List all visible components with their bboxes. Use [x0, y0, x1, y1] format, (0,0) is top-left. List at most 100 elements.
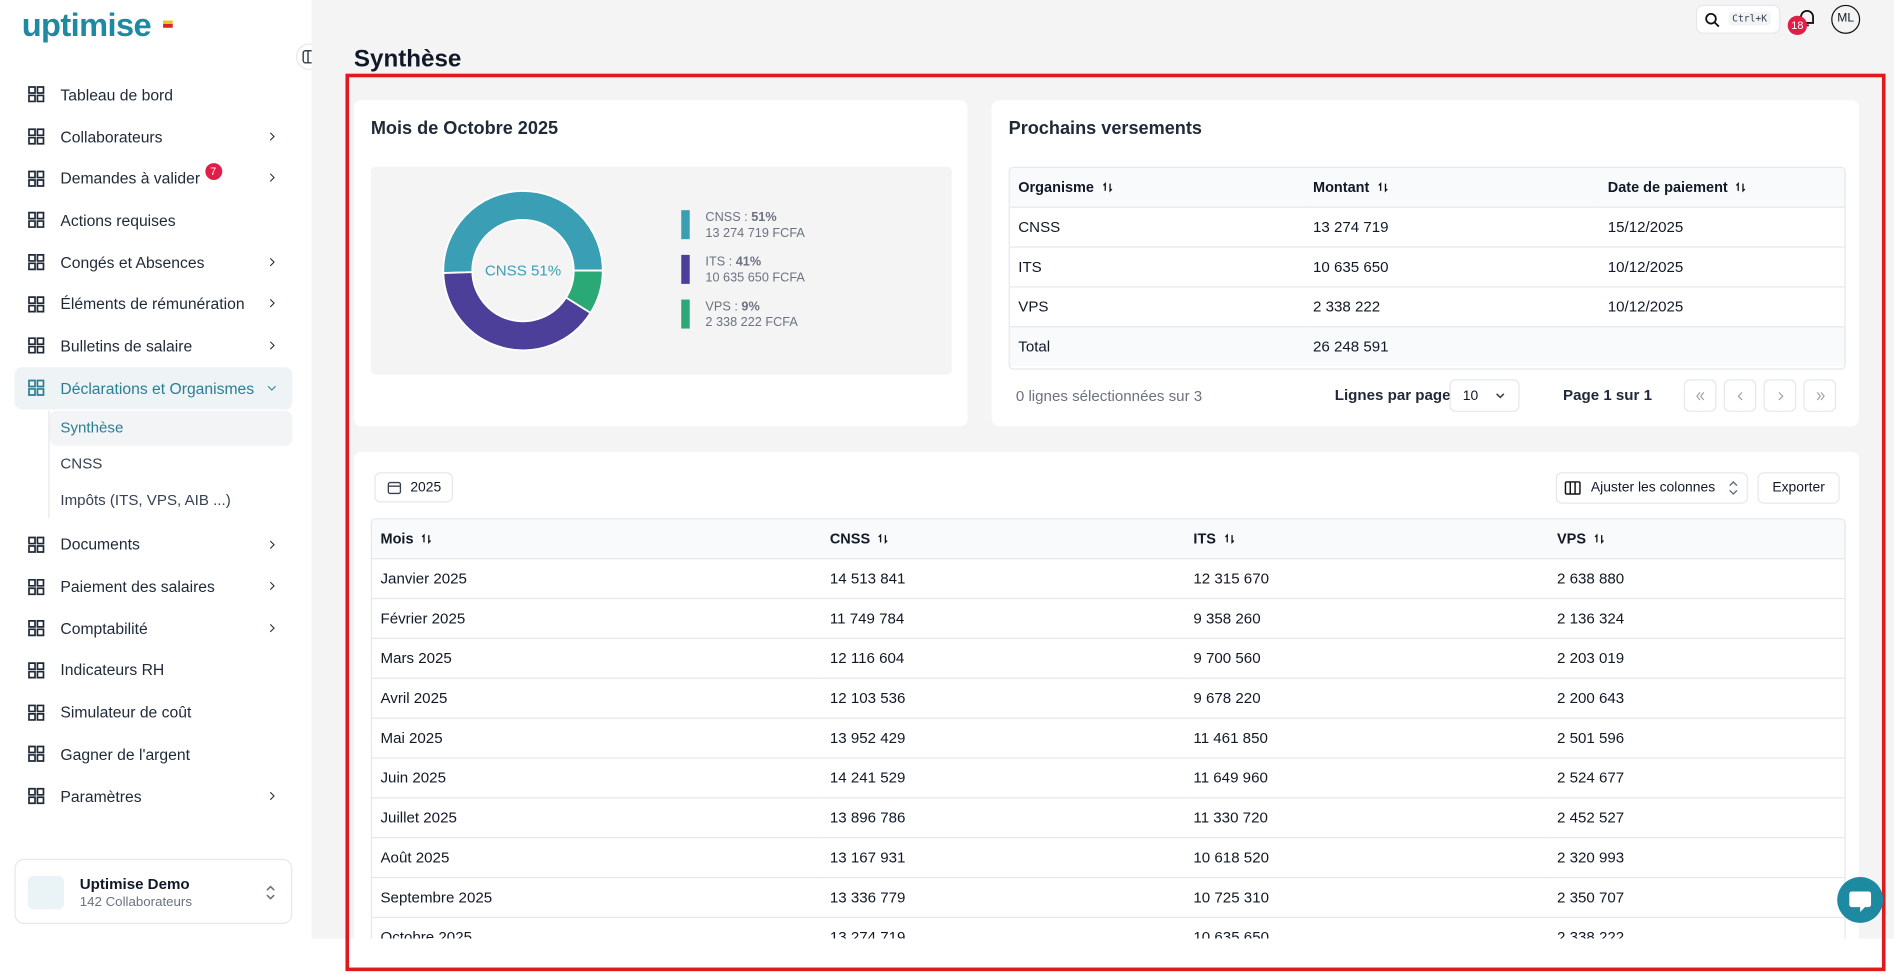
column-header: VPS	[1548, 519, 1845, 559]
org-logo	[27, 875, 65, 910]
table-cell: 2 320 993	[1548, 837, 1845, 878]
payments-card: Prochains versements Organisme Montant Dat…	[991, 100, 1859, 427]
nav-child[interactable]: CNSS	[60, 455, 103, 473]
nav-item[interactable]: Simulateur de coût	[14, 691, 292, 733]
nav-item[interactable]: Éléments de rémunération	[14, 283, 292, 325]
avatar[interactable]: ML	[1831, 4, 1861, 34]
table-cell: 10 618 520	[1184, 837, 1549, 878]
pager-button[interactable]	[1763, 379, 1797, 412]
table-row: Août 2025 13 167 931 10 618 520 2 320 993	[372, 837, 1845, 878]
table-row: Mai 2025 13 952 429 11 461 850 2 501 596	[372, 717, 1845, 758]
sort-icon[interactable]	[1593, 533, 1605, 545]
icon-path	[28, 212, 45, 229]
sort-path	[1377, 181, 1388, 193]
table-cell: Février 2025	[372, 597, 822, 639]
legend-swatch	[681, 299, 690, 329]
sort-icon[interactable]	[1223, 533, 1235, 545]
nav-item[interactable]: Documents	[14, 524, 292, 566]
rows-per-page-select[interactable]: 10	[1449, 379, 1520, 412]
card-title: Prochains versements	[1008, 118, 1202, 139]
legend-item: CNSS : 51% 13 274 719 FCFA	[681, 210, 923, 241]
icon-path	[28, 578, 45, 595]
nav-item[interactable]: Déclarations et Organismes	[14, 366, 293, 409]
rows-per-page-label: Lignes par page	[1334, 386, 1451, 404]
table-cell: 10 725 310	[1184, 876, 1549, 918]
sort-icon[interactable]	[877, 533, 889, 545]
table-cell: Avril 2025	[372, 677, 822, 719]
export-button[interactable]: Exporter	[1757, 472, 1840, 504]
nav-badge: 7	[204, 162, 222, 180]
table-row: ITS 10 635 650 10/12/2025	[1009, 246, 1845, 287]
nav-item[interactable]: Actions requises	[14, 199, 292, 241]
column-header: Organisme	[1009, 167, 1305, 208]
nav-label: Tableau de bord	[60, 85, 174, 104]
nav-item[interactable]: Tableau de bord	[14, 74, 292, 116]
nav-label: Éléments de rémunération	[60, 295, 245, 314]
nav-item[interactable]: Paramètres	[14, 775, 292, 817]
nav-item[interactable]: Collaborateurs	[14, 116, 292, 158]
adjust-columns-button[interactable]: Ajuster les colonnes	[1555, 472, 1748, 504]
pager-button[interactable]	[1723, 379, 1757, 412]
table-cell: 2 350 707	[1548, 876, 1845, 918]
sort-icon[interactable]	[1735, 181, 1747, 193]
chat-button[interactable]	[1837, 876, 1884, 923]
monthly-table: Mois CNSS ITS VPS Janvier 2025 14 513 841 12 3…	[372, 519, 1845, 939]
sort-path	[1224, 533, 1234, 544]
donut-segment	[442, 190, 604, 274]
header-row: Mois CNSS ITS VPS	[372, 519, 1845, 559]
nav-label: Comptabilité	[60, 619, 148, 638]
icon-path	[28, 128, 45, 145]
legend-percent: 9%	[741, 299, 760, 315]
pager-button[interactable]	[1803, 379, 1837, 412]
legend-text: ITS : 41% 10 635 650 FCFA	[705, 255, 804, 286]
sort-path	[878, 533, 889, 544]
year-value: 2025	[410, 480, 442, 495]
table-cell: 2 452 527	[1548, 797, 1845, 838]
pager-icon	[1777, 391, 1783, 400]
table-row: Octobre 2025 13 274 719 10 635 650 2 338 22…	[372, 916, 1845, 939]
sort-icon[interactable]	[421, 533, 433, 545]
year-picker[interactable]: 2025	[374, 472, 453, 503]
nav-label: Paramètres	[60, 786, 142, 806]
table-row: Juillet 2025 13 896 786 11 330 720 2 452 52…	[372, 797, 1845, 838]
org-switcher[interactable]: Uptimise Demo 142 Collaborateurs	[14, 858, 293, 925]
icon-path	[28, 296, 45, 313]
nav-item[interactable]: Bulletins de salaire	[14, 325, 292, 367]
table-cell: 10 635 650	[1184, 916, 1549, 939]
nav-item[interactable]: Demandes à valider 7	[14, 157, 292, 199]
nav-label: Paiement des salaires	[60, 577, 215, 596]
nav-child[interactable]: Impôts (ITS, VPS, AIB ...)	[60, 491, 231, 509]
column-header: Date de paiement	[1599, 167, 1845, 208]
icon-path	[269, 540, 275, 549]
icon-path	[28, 620, 45, 637]
nav-label: Déclarations et Organismes	[60, 378, 255, 397]
table-cell: 13 167 931	[821, 837, 1185, 878]
table-row: CNSS 13 274 719 15/12/2025	[1009, 206, 1845, 248]
icon-path	[269, 581, 275, 591]
pager-icon	[1816, 391, 1825, 400]
nav-child[interactable]: Synthèse	[49, 410, 293, 446]
pager-button[interactable]	[1683, 379, 1717, 412]
sort-icon[interactable]	[1101, 181, 1113, 193]
table-cell: Juin 2025	[372, 757, 822, 798]
icon-path	[28, 704, 45, 721]
icon-path	[269, 299, 275, 308]
column-title: ITS	[1193, 530, 1216, 548]
sort-path	[1102, 181, 1112, 193]
logo[interactable]: uptimise	[21, 7, 152, 44]
nav-item[interactable]: Indicateurs RH	[14, 649, 292, 691]
total-row: Total 26 248 591	[1009, 326, 1845, 366]
nav-item[interactable]: Gagner de l'argent	[14, 733, 292, 775]
icon	[28, 578, 45, 595]
nav-item[interactable]: Paiement des salaires	[14, 566, 292, 608]
table-cell: 14 241 529	[821, 757, 1185, 798]
search-button[interactable]: Ctrl+K	[1695, 4, 1781, 34]
table-cell: Mars 2025	[372, 637, 822, 679]
columns-icon	[1564, 481, 1581, 495]
sort-path	[1736, 181, 1746, 193]
nav-item[interactable]: Comptabilité	[14, 608, 292, 650]
nav-item[interactable]: Congés et Absences	[14, 241, 292, 283]
search-shortcut: Ctrl+K	[1728, 12, 1771, 26]
sort-icon[interactable]	[1377, 181, 1389, 193]
icon-path	[269, 257, 275, 266]
